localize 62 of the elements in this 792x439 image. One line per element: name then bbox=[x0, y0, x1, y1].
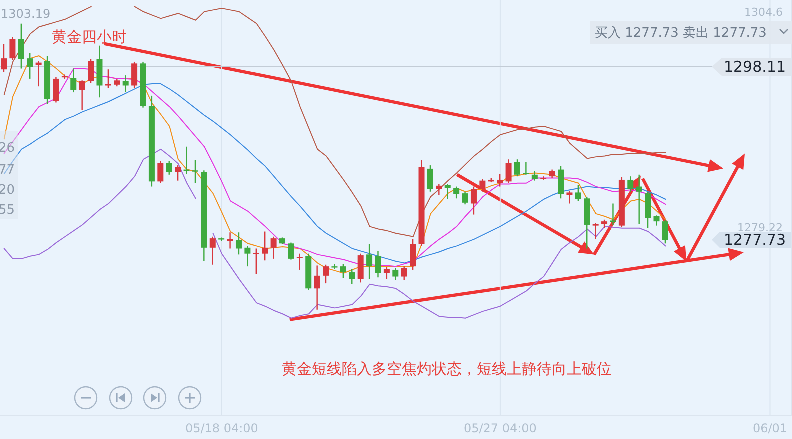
candlestick bbox=[610, 203, 616, 226]
candlestick bbox=[323, 264, 330, 284]
candlestick bbox=[314, 265, 320, 310]
candlestick bbox=[340, 263, 346, 280]
y-tick-label: 1304.6 bbox=[744, 6, 783, 19]
candlestick bbox=[210, 236, 216, 266]
candlestick bbox=[470, 186, 477, 216]
candlestick bbox=[270, 236, 277, 260]
candlestick bbox=[436, 184, 442, 196]
candlestick bbox=[575, 184, 582, 202]
candlestick bbox=[427, 164, 434, 192]
candlestick bbox=[288, 242, 294, 260]
candlestick bbox=[1, 44, 7, 73]
candlestick bbox=[358, 253, 364, 284]
candlestick bbox=[523, 162, 530, 176]
candlestick bbox=[514, 159, 520, 178]
candlestick bbox=[654, 215, 660, 226]
candlestick bbox=[166, 160, 172, 176]
candlestick bbox=[497, 173, 504, 188]
candlestick bbox=[192, 160, 198, 184]
x-tick-label: 05/18 04:00 bbox=[185, 422, 258, 436]
text: 黄金四小时 bbox=[52, 28, 127, 46]
candlestick bbox=[27, 52, 34, 80]
candlestick bbox=[88, 58, 94, 84]
candlestick bbox=[401, 266, 408, 281]
candlestick bbox=[36, 60, 42, 88]
candlestick bbox=[410, 238, 416, 271]
x-tick-label: 06/01 bbox=[752, 422, 788, 436]
candlestick bbox=[384, 266, 390, 280]
candlestick bbox=[18, 23, 24, 70]
candlestick bbox=[454, 186, 460, 200]
candlestick bbox=[349, 268, 356, 286]
candlestick bbox=[532, 170, 538, 182]
candlestick bbox=[592, 222, 599, 240]
candlestick bbox=[375, 250, 382, 278]
x-tick-label: 05/27 04:00 bbox=[464, 422, 537, 436]
annotation: 1303.19 bbox=[1, 6, 51, 21]
candlestick bbox=[444, 184, 451, 200]
candlestick bbox=[662, 219, 668, 244]
candlestick bbox=[566, 190, 573, 204]
candlestick bbox=[10, 36, 16, 61]
candlestick bbox=[462, 191, 468, 206]
candlestick bbox=[132, 61, 138, 89]
candlestick bbox=[366, 244, 373, 280]
candlestick bbox=[480, 178, 486, 192]
ref-line-label: 1298.11 bbox=[724, 58, 786, 76]
annotation: 黄金短线陷入多空焦灼状态，短线上静待向上破位 bbox=[282, 360, 612, 378]
candlestick bbox=[175, 164, 182, 182]
candlestick bbox=[506, 159, 512, 184]
candlestick bbox=[244, 246, 251, 268]
candlestick bbox=[296, 253, 303, 271]
candlestick bbox=[79, 80, 86, 111]
candlestick bbox=[53, 76, 60, 104]
candlestick bbox=[628, 176, 634, 192]
candlestick bbox=[122, 74, 129, 94]
candlestick bbox=[70, 68, 77, 94]
annotation: 买入 1277.73 卖出 1277.73 bbox=[595, 26, 767, 41]
candlestick bbox=[636, 174, 642, 225]
candlestick bbox=[262, 231, 268, 262]
candlestick bbox=[158, 160, 164, 184]
candlestick bbox=[236, 232, 242, 256]
candlestick bbox=[392, 268, 399, 281]
